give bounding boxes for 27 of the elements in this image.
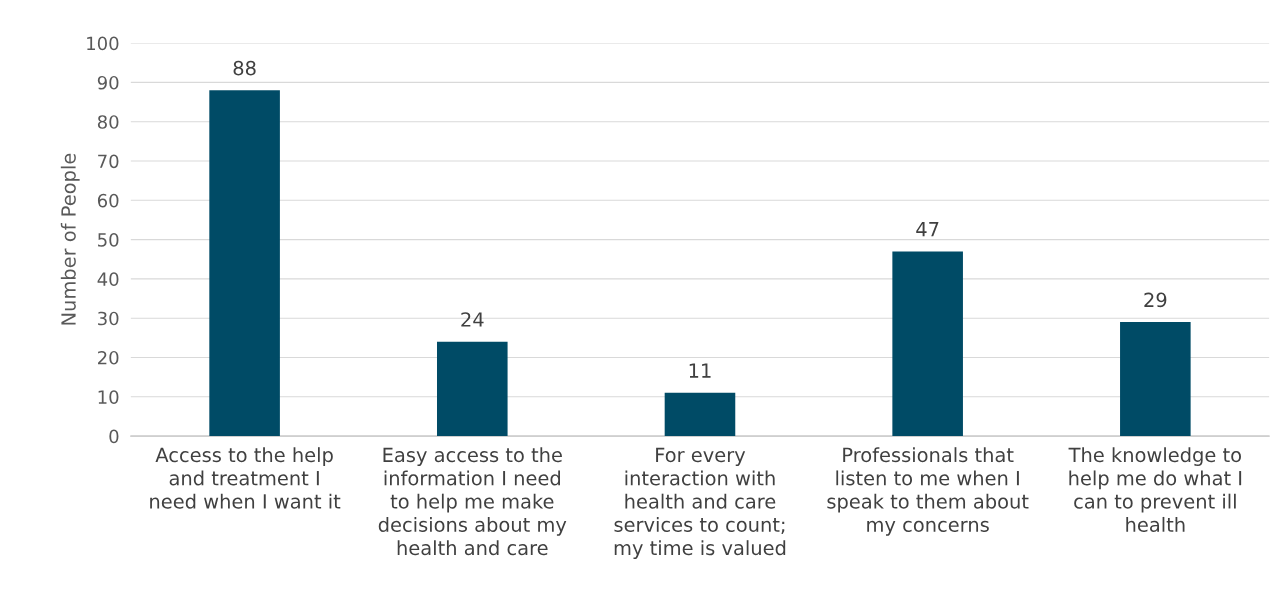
bar	[892, 251, 963, 437]
y-tick-label: 80	[97, 115, 119, 129]
data-label: 24	[461, 312, 484, 327]
y-tick-label: 40	[97, 272, 119, 287]
x-tick-label: Professionals that listen to me when I speak to them about my concerns	[827, 447, 1029, 536]
data-label: 11	[689, 363, 711, 378]
y-tick-label: 20	[98, 350, 119, 365]
y-tick-label: 60	[97, 193, 119, 208]
x-tick-label: For every interaction with health and care services to count; my time is valued	[614, 447, 786, 560]
data-label: 47	[916, 222, 939, 237]
y-tick-label: 100	[87, 36, 119, 51]
x-tick-label: The knowledge to help me do what I can to prevent ill health	[1068, 447, 1242, 532]
y-axis-title: Number of People	[60, 153, 80, 325]
y-tick-label: 30	[98, 311, 119, 326]
x-tick-label: Easy access to the information I need to help me make decisions about my health and care	[378, 447, 567, 556]
y-tick-label: 90	[97, 75, 119, 90]
bar	[664, 392, 736, 437]
y-tick-label: 0	[109, 429, 119, 444]
bar	[437, 341, 508, 437]
bar	[209, 90, 280, 437]
y-tick-label: 10	[98, 390, 119, 404]
y-tick-label: 50	[98, 233, 119, 247]
bar	[1120, 322, 1191, 437]
x-tick-label: Access to the help and treatment I need when I want it	[150, 447, 341, 509]
data-label: 88	[233, 60, 256, 76]
y-tick-label: 70	[98, 154, 119, 169]
data-label: 29	[1144, 292, 1167, 308]
